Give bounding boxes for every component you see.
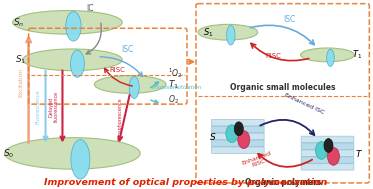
Ellipse shape	[5, 138, 140, 169]
Text: $S_0$: $S_0$	[3, 147, 14, 160]
Ellipse shape	[13, 11, 122, 34]
Ellipse shape	[327, 49, 334, 67]
Text: $T_1$: $T_1$	[167, 78, 179, 91]
Ellipse shape	[301, 48, 354, 62]
Ellipse shape	[324, 139, 333, 152]
Ellipse shape	[23, 49, 122, 71]
Text: $S_1$: $S_1$	[15, 53, 26, 66]
FancyBboxPatch shape	[211, 140, 264, 146]
Text: Enhanced ISC: Enhanced ISC	[284, 92, 325, 115]
Text: $T_1$: $T_1$	[352, 49, 363, 61]
Text: $S$: $S$	[209, 131, 217, 142]
Ellipse shape	[238, 131, 250, 149]
FancyBboxPatch shape	[301, 150, 354, 156]
Ellipse shape	[234, 122, 243, 136]
Text: Phosphorescence: Phosphorescence	[118, 98, 123, 140]
FancyBboxPatch shape	[211, 147, 264, 153]
Text: Organic polymers: Organic polymers	[245, 178, 321, 187]
Text: Organic small molecules: Organic small molecules	[230, 83, 335, 92]
FancyBboxPatch shape	[211, 133, 264, 140]
FancyBboxPatch shape	[211, 126, 264, 133]
Ellipse shape	[327, 147, 339, 165]
Text: $S_1$: $S_1$	[203, 27, 213, 40]
Text: Improvement of optical properties by polymerization: Improvement of optical properties by pol…	[44, 178, 327, 187]
FancyBboxPatch shape	[301, 164, 354, 170]
Text: $S_n$: $S_n$	[13, 16, 24, 29]
Text: Fluorescence: Fluorescence	[35, 89, 40, 124]
Ellipse shape	[227, 25, 235, 45]
Text: Photosensitization: Photosensitization	[152, 85, 203, 90]
Text: Excitation: Excitation	[18, 68, 23, 98]
Ellipse shape	[129, 76, 139, 98]
Text: RISC: RISC	[109, 67, 125, 73]
Text: RISC: RISC	[266, 53, 282, 59]
Text: Enhanced
RISC: Enhanced RISC	[241, 150, 274, 171]
Ellipse shape	[316, 142, 327, 159]
FancyBboxPatch shape	[301, 143, 354, 149]
Text: ISC: ISC	[121, 45, 133, 54]
Text: $T$: $T$	[355, 148, 363, 159]
Text: IC: IC	[87, 4, 94, 12]
FancyBboxPatch shape	[301, 136, 354, 143]
Ellipse shape	[94, 76, 166, 93]
Ellipse shape	[71, 140, 90, 179]
Text: $O_2$: $O_2$	[168, 93, 179, 106]
Text: Delayed
fluorescence: Delayed fluorescence	[48, 91, 59, 122]
FancyBboxPatch shape	[211, 119, 264, 126]
FancyBboxPatch shape	[301, 157, 354, 163]
Text: $^1O_2$: $^1O_2$	[168, 66, 183, 80]
Ellipse shape	[70, 50, 84, 77]
Text: ISC: ISC	[283, 15, 296, 24]
Ellipse shape	[226, 125, 238, 143]
Ellipse shape	[198, 24, 258, 40]
Ellipse shape	[66, 12, 81, 41]
